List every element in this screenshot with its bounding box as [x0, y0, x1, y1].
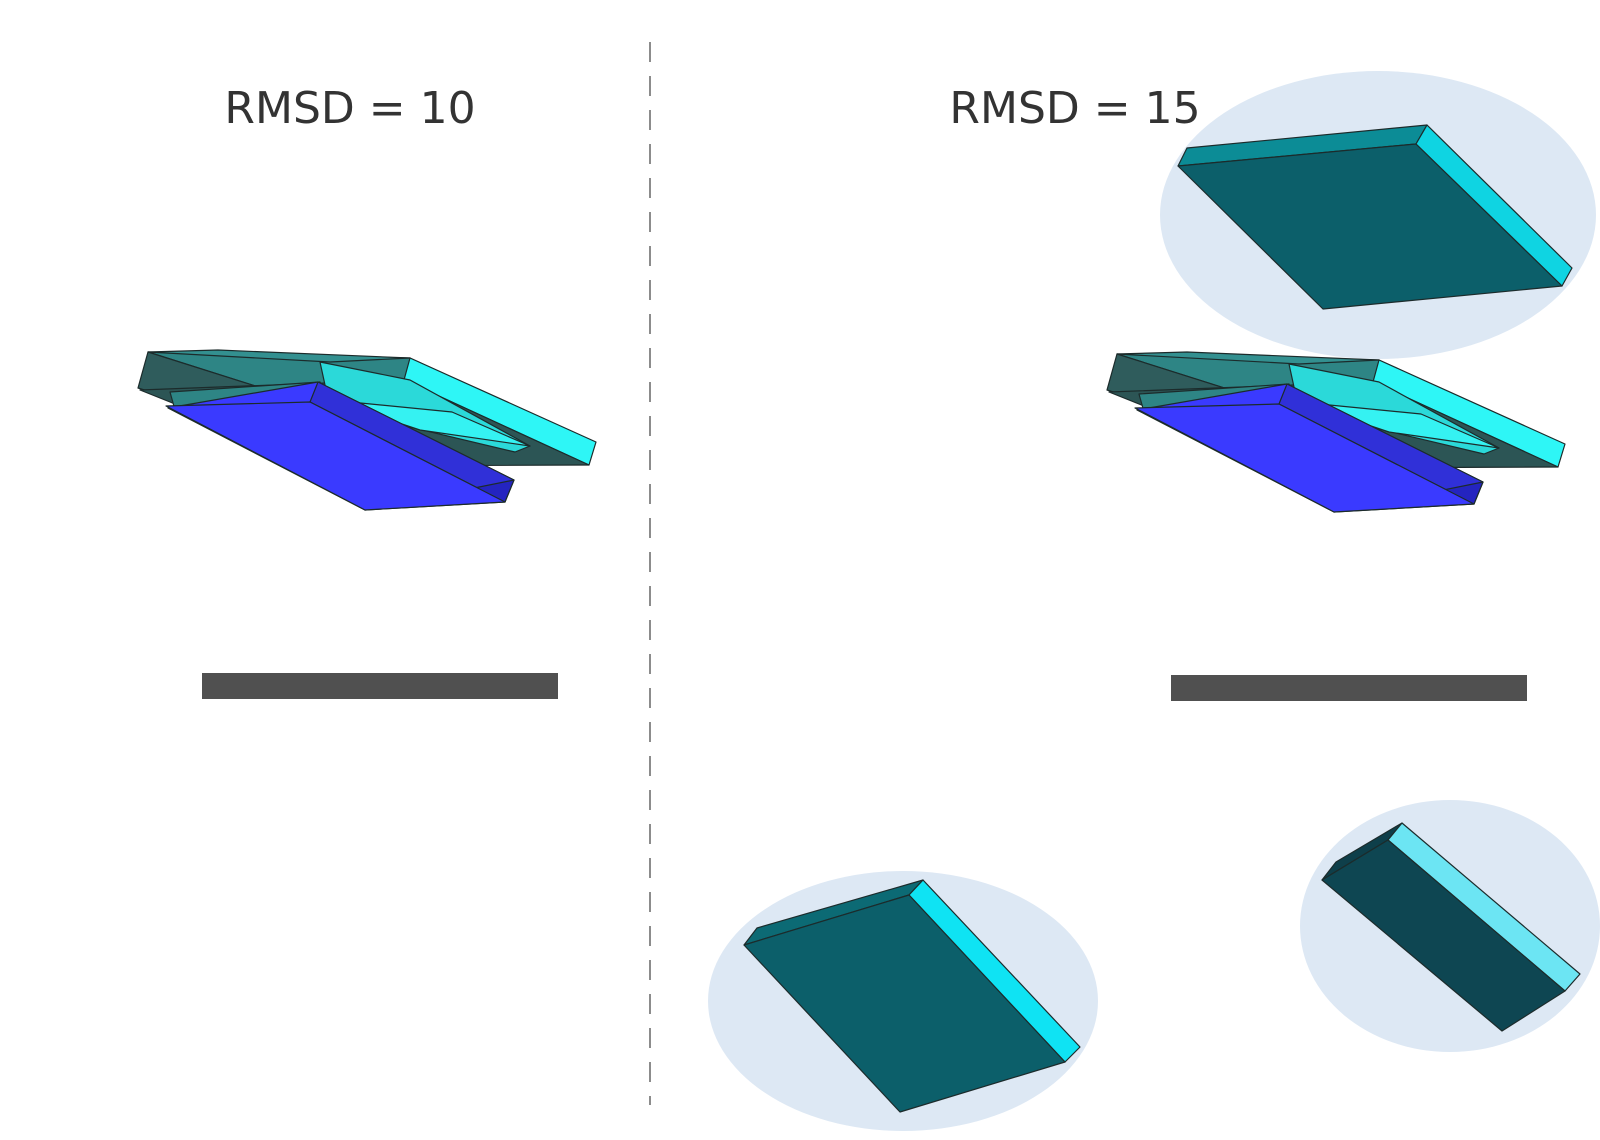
left-slab-cluster — [137, 349, 597, 511]
panel-right-title: RMSD = 15 — [949, 83, 1200, 134]
left-scale-bar — [202, 673, 558, 699]
isolated-slab-bottom-right — [1321, 822, 1581, 1032]
right-scale-bar — [1171, 675, 1527, 701]
isolated-slab-bottom-left — [743, 879, 1081, 1113]
isolated-slab-top — [1177, 124, 1573, 310]
right-slab-cluster — [1106, 351, 1566, 513]
panel-left-title: RMSD = 10 — [224, 83, 475, 134]
